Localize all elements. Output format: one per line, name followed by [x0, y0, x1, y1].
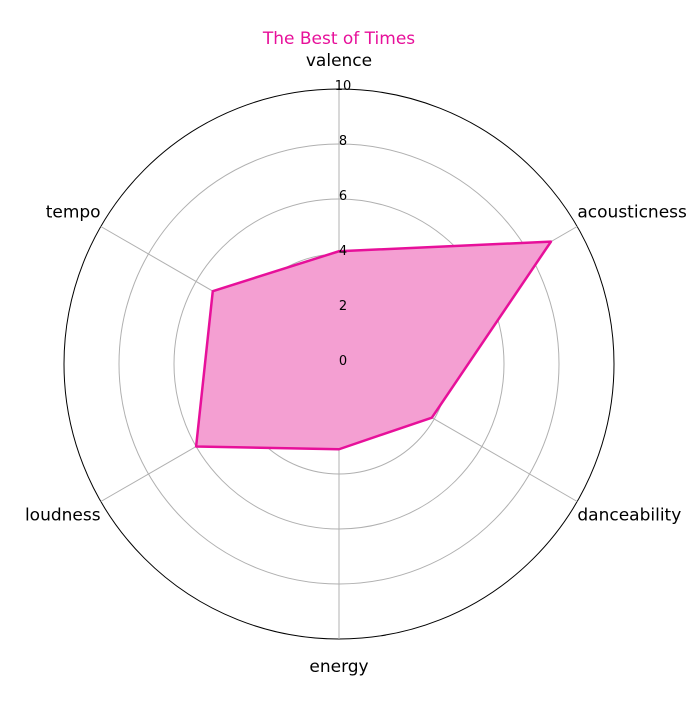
axis-label-loudness: loudness	[25, 506, 101, 526]
axis-label-danceability: danceability	[577, 506, 681, 526]
tick-label: 0	[339, 354, 347, 369]
axis-label-layer: valence acousticness danceability energy lou…	[25, 51, 687, 677]
axis-label-valence: valence	[306, 51, 372, 71]
chart-title: The Best of Times	[262, 29, 415, 49]
tick-layer: 0 2 4 6 8 10	[335, 79, 352, 369]
tick-label: 6	[339, 189, 347, 204]
series-layer	[194, 240, 553, 451]
tick-label: 2	[339, 299, 347, 314]
axis-label-tempo: tempo	[46, 203, 101, 223]
axis-label-acousticness: acousticness	[577, 203, 687, 223]
tick-label: 10	[335, 79, 352, 94]
tick-label: 8	[339, 134, 347, 149]
axis-label-energy: energy	[309, 657, 368, 677]
tick-label: 4	[339, 244, 347, 259]
series-area	[196, 241, 551, 450]
